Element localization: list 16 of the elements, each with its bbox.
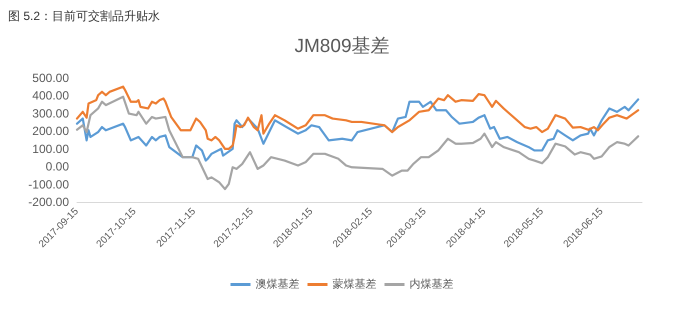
legend-label: 澳煤基差: [256, 278, 300, 290]
y-tick-label: -200.00: [28, 195, 70, 209]
legend-label: 内煤基差: [410, 278, 454, 290]
y-tick-label: 0.00: [46, 160, 70, 174]
legend-label: 蒙煤基差: [332, 278, 376, 290]
line-series: [76, 98, 640, 162]
line-series: [76, 86, 640, 150]
line-series: [76, 96, 640, 190]
chart-title: JM809基差: [294, 36, 390, 57]
y-tick-label: 500.00: [32, 71, 70, 85]
y-tick-label: 200.00: [32, 124, 70, 138]
y-tick-label: -100.00: [28, 177, 70, 192]
y-tick-label: 300.00: [32, 106, 70, 120]
y-tick-label: 400.00: [32, 88, 70, 103]
y-tick-label: 100.00: [32, 142, 70, 156]
caption: 图 5.2：目前可交割品升贴水: [8, 9, 160, 23]
